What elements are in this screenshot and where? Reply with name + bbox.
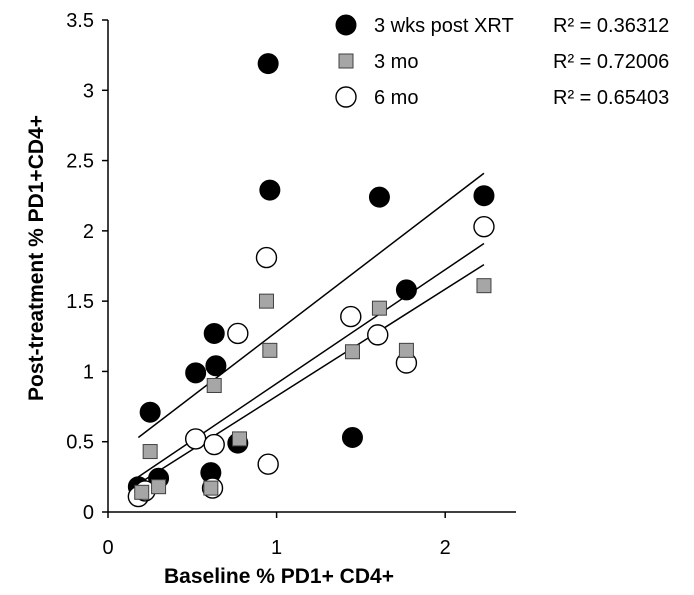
data-point-series-2: [262, 342, 278, 358]
x-tick-label: 2: [440, 537, 451, 559]
data-point-series-2: [206, 377, 222, 393]
y-tick-label: 1: [83, 361, 94, 383]
r-squared-labels: R² = 0.36312 R² = 0.72006 R² = 0.65403: [553, 15, 669, 109]
legend-marker-3: [335, 86, 357, 108]
data-point-series-2: [344, 344, 360, 360]
data-point-series-1: [259, 179, 281, 201]
data-point-series-1: [203, 322, 225, 344]
x-tick-label: 1: [271, 537, 282, 559]
data-point-series-3: [367, 324, 389, 346]
data-point-series-2: [371, 300, 387, 316]
data-point-series-2: [258, 293, 274, 309]
x-axis-title: Baseline % PD1+ CD4+: [164, 565, 394, 588]
data-point-series-2: [142, 444, 158, 460]
data-point-series-2: [232, 431, 248, 447]
data-point-series-1: [473, 185, 495, 207]
legend-label-1: 3 wks post XRT: [374, 15, 514, 37]
legend-label-3: 6 mo: [374, 87, 418, 109]
r-squared-label-1: R² = 0.36312: [553, 15, 669, 37]
data-point-series-1: [341, 426, 363, 448]
y-tick-label: 3: [83, 80, 94, 102]
data-point-series-1: [205, 355, 227, 377]
data-point-series-1: [139, 401, 161, 423]
r-squared-label-3: R² = 0.65403: [553, 87, 669, 109]
axes: 0 0.5 1 1.5 2 2.5 3 3.5 0 1 2: [66, 10, 516, 559]
data-point-series-1: [395, 279, 417, 301]
legend: 3 wks post XRT 3 mo 6 mo: [335, 14, 514, 109]
legend-marker-1: [335, 14, 357, 36]
data-point-series-3: [473, 215, 495, 238]
data-point-series-1: [368, 186, 390, 208]
y-tick-label: 0: [83, 502, 94, 524]
y-tick-label: 2.5: [66, 151, 94, 173]
y-tick-label: 1.5: [66, 291, 94, 313]
r-squared-label-2: R² = 0.72006: [553, 51, 669, 73]
data-point-series-2: [151, 479, 167, 495]
data-point-series-3: [227, 322, 249, 345]
data-point-series-3: [255, 246, 278, 269]
data-point-series-1: [185, 362, 207, 384]
data-point-series-2: [203, 480, 219, 496]
data-point-series-3: [184, 428, 207, 450]
data-point-series-2: [398, 342, 414, 358]
data-points: [127, 53, 495, 508]
data-point-series-2: [476, 278, 492, 294]
data-point-series-2: [134, 484, 150, 500]
data-point-series-3: [203, 433, 225, 456]
x-tick-label: 0: [102, 537, 113, 559]
data-point-series-3: [340, 305, 362, 328]
legend-marker-2: [338, 53, 354, 69]
y-tick-label: 3.5: [66, 10, 94, 32]
data-point-series-3: [257, 453, 279, 475]
y-tick-label: 2: [83, 221, 94, 243]
y-axis-title: Post-treatment % PD1+CD4+: [25, 115, 48, 401]
y-tick-label: 0.5: [66, 432, 94, 454]
data-point-series-1: [257, 53, 279, 75]
trendline-1: [137, 172, 485, 439]
legend-label-2: 3 mo: [374, 51, 418, 73]
